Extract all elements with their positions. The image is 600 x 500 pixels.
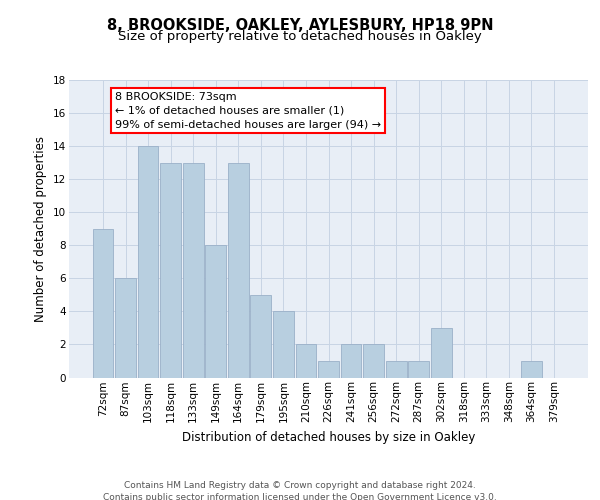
Bar xyxy=(115,278,136,378)
Text: 8 BROOKSIDE: 73sqm
← 1% of detached houses are smaller (1)
99% of semi-detached : 8 BROOKSIDE: 73sqm ← 1% of detached hous… xyxy=(115,92,382,130)
X-axis label: Distribution of detached houses by size in Oakley: Distribution of detached houses by size … xyxy=(182,430,475,444)
Bar xyxy=(228,162,248,378)
Text: Size of property relative to detached houses in Oakley: Size of property relative to detached ho… xyxy=(118,30,482,43)
Bar xyxy=(521,361,542,378)
Bar xyxy=(160,162,181,378)
Bar xyxy=(250,295,271,378)
Text: 8, BROOKSIDE, OAKLEY, AYLESBURY, HP18 9PN: 8, BROOKSIDE, OAKLEY, AYLESBURY, HP18 9P… xyxy=(107,18,493,32)
Bar xyxy=(137,146,158,378)
Bar xyxy=(363,344,384,378)
Bar xyxy=(296,344,316,378)
Bar xyxy=(273,312,294,378)
Bar xyxy=(183,162,203,378)
Text: Contains HM Land Registry data © Crown copyright and database right 2024.
Contai: Contains HM Land Registry data © Crown c… xyxy=(103,481,497,500)
Bar xyxy=(386,361,407,378)
Bar xyxy=(341,344,361,378)
Bar xyxy=(92,229,113,378)
Bar xyxy=(318,361,339,378)
Bar xyxy=(205,246,226,378)
Bar xyxy=(431,328,452,378)
Bar xyxy=(409,361,429,378)
Y-axis label: Number of detached properties: Number of detached properties xyxy=(34,136,47,322)
